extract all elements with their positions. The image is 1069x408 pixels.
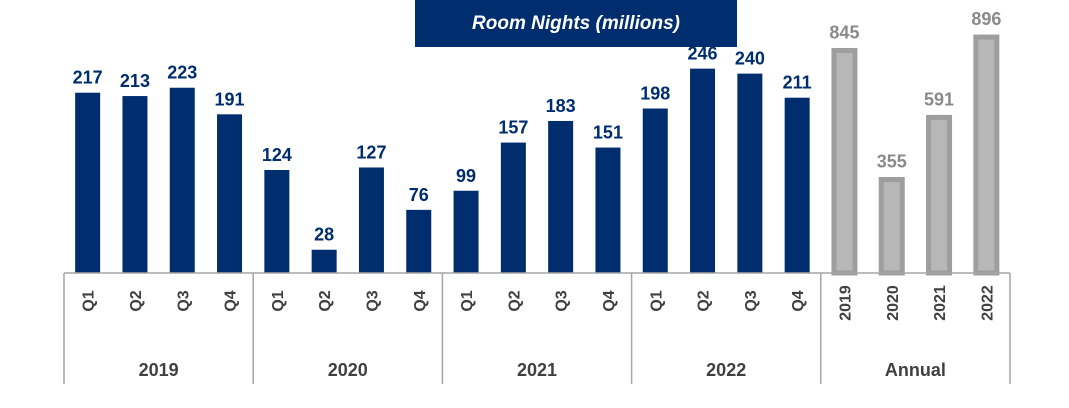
tick-label-2020-q1: Q1 [270,290,287,311]
value-label-2019-q2: 213 [120,71,150,91]
tick-label-2022-q1: Q1 [648,290,665,311]
chart-title: Room Nights (millions) [472,12,680,34]
group-label-2021: 2021 [517,360,557,380]
bar-annual-2022 [973,34,1000,276]
group-label-2022: 2022 [706,360,746,380]
tick-label-2022-q4: Q4 [790,290,807,311]
value-label-2021-q1: 99 [456,166,476,186]
tick-label-2021-q1: Q1 [459,290,476,311]
bar-2022-q1 [642,108,668,273]
tick-label-2019-q2: Q2 [128,290,145,311]
tick-label-2020-q2: Q2 [317,290,334,311]
bar-2021-q2 [500,142,526,273]
value-label-2021-q3: 183 [546,96,576,116]
bar-annual-2021 [926,114,953,276]
tick-label-annual-2021: 2021 [932,285,949,321]
chart-title-banner: Room Nights (millions) [415,0,737,47]
value-label-2022-q4: 211 [783,73,812,93]
tick-label-2020-q4: Q4 [412,290,429,311]
tick-label-2021-q2: Q2 [506,290,523,311]
value-label-annual-2022: 896 [971,9,1001,29]
value-label-annual-2021: 591 [924,89,954,109]
value-label-2021-q2: 157 [498,118,528,138]
value-label-2020-q2: 28 [314,225,334,245]
value-label-2019-q4: 191 [215,89,245,109]
tick-label-2020-q3: Q3 [364,290,381,311]
group-label-annual: Annual [885,360,946,380]
value-label-annual-2020: 355 [877,152,907,172]
bar-annual-2019 [831,47,858,276]
tick-label-annual-2019: 2019 [837,285,854,321]
bar-2021-q1 [453,190,479,273]
value-label-2022-q2: 246 [688,44,718,64]
value-label-2020-q1: 124 [262,145,292,165]
value-label-2022-q1: 198 [640,84,670,104]
tick-label-2019-q1: Q1 [81,290,98,311]
tick-label-2022-q2: Q2 [696,290,713,311]
value-label-2019-q3: 223 [167,63,197,83]
value-label-2022-q3: 240 [735,49,765,69]
tick-label-2019-q4: Q4 [223,290,240,311]
bar-2019-q2 [122,96,148,274]
group-label-2020: 2020 [328,360,368,380]
bar-2020-q1 [264,169,290,273]
group-label-2019: 2019 [139,360,179,380]
bar-2020-q2 [311,249,337,273]
bar-2021-q3 [548,120,574,273]
value-label-2021-q4: 151 [593,123,623,143]
tick-label-annual-2022: 2022 [979,285,996,321]
bar-2020-q3 [358,167,384,273]
tick-label-2019-q3: Q3 [175,290,192,311]
bar-2019-q3 [169,87,195,273]
tick-label-2021-q3: Q3 [554,290,571,311]
bar-2020-q4 [406,209,432,273]
bar-2022-q3 [737,73,763,273]
bar-2022-q2 [690,68,716,273]
value-label-2019-q1: 217 [73,68,103,88]
bar-2019-q4 [217,114,243,273]
tick-label-2021-q4: Q4 [601,290,618,311]
value-label-2020-q3: 127 [356,142,386,162]
tick-label-2022-q3: Q3 [743,290,760,311]
tick-label-annual-2020: 2020 [885,285,902,321]
bar-2021-q4 [595,147,621,273]
value-label-annual-2019: 845 [829,22,859,42]
bar-annual-2020 [878,177,905,276]
value-label-2020-q4: 76 [409,185,429,205]
bar-2019-q1 [75,92,101,273]
bar-2022-q4 [784,97,810,273]
